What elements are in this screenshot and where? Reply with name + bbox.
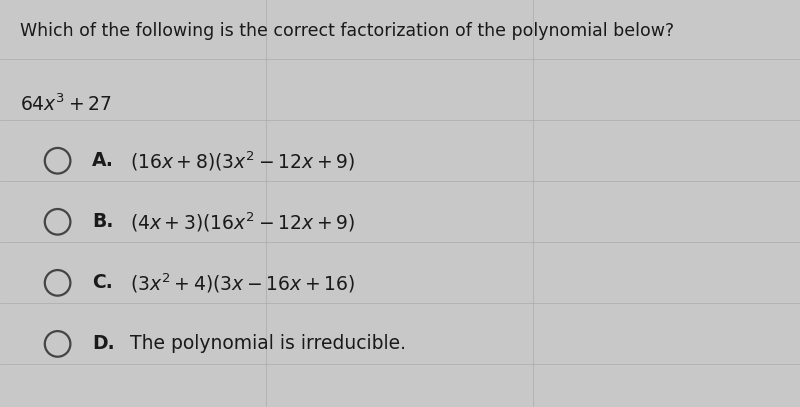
Text: Which of the following is the correct factorization of the polynomial below?: Which of the following is the correct fa… [20,22,674,40]
Text: $(3x^2 + 4)(3x - 16x + 16)$: $(3x^2 + 4)(3x - 16x + 16)$ [130,271,356,295]
Text: A.: A. [92,151,114,170]
Text: $(16x + 8)(3x^2 - 12x + 9)$: $(16x + 8)(3x^2 - 12x + 9)$ [130,149,356,173]
Text: B.: B. [92,212,114,231]
Text: C.: C. [92,274,113,292]
Text: $(4x + 3)(16x^2 - 12x + 9)$: $(4x + 3)(16x^2 - 12x + 9)$ [130,210,356,234]
Text: The polynomial is irreducible.: The polynomial is irreducible. [130,335,406,353]
Text: D.: D. [92,335,114,353]
Text: $64x^3 + 27$: $64x^3 + 27$ [20,94,112,115]
